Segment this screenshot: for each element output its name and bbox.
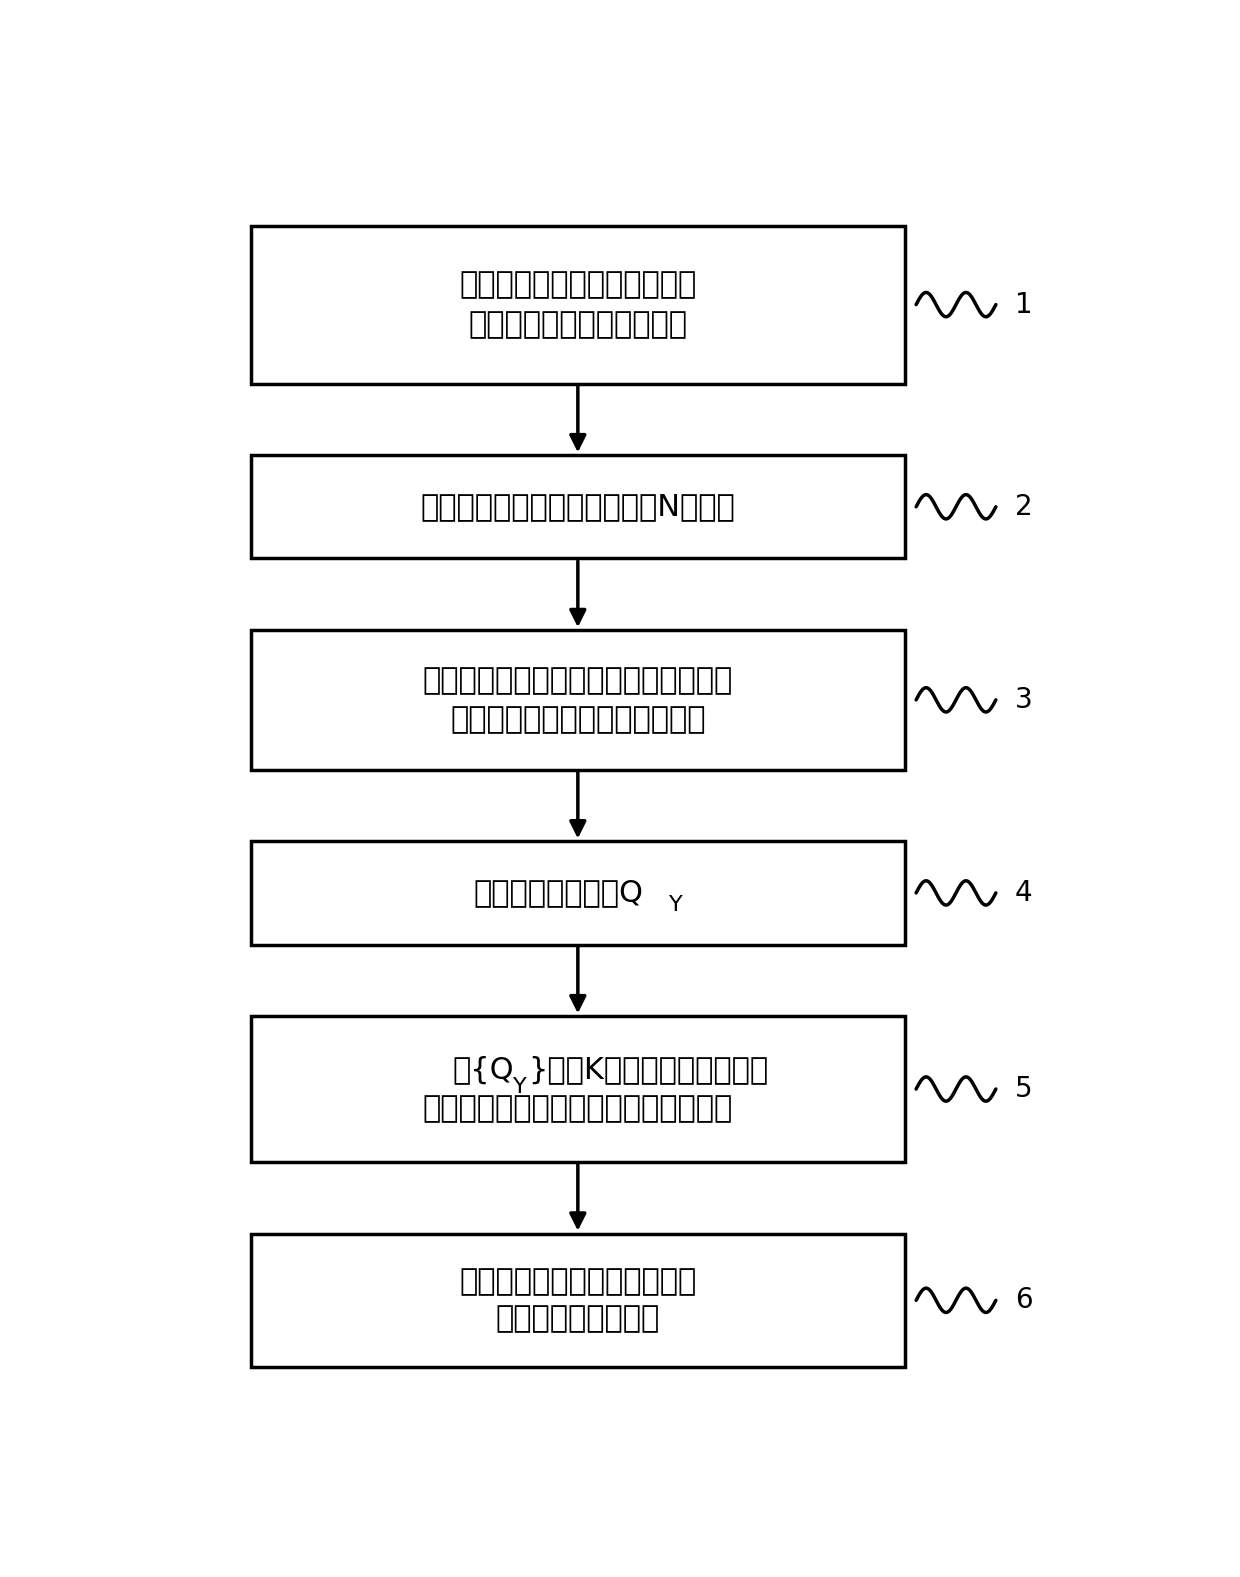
Text: 将传感器网络所在区域等分成N个网格: 将传感器网络所在区域等分成N个网格 <box>420 492 735 522</box>
Bar <box>250 456 904 558</box>
Text: 位节点建立邻居锚节点链表: 位节点建立邻居锚节点链表 <box>469 309 687 339</box>
Text: 计算定位辅助点的Q: 计算定位辅助点的Q <box>474 878 644 907</box>
Text: 每个网格的隶属度并按降序排列: 每个网格的隶属度并按降序排列 <box>450 705 706 733</box>
Text: 5: 5 <box>1016 1076 1033 1102</box>
Text: 2: 2 <box>1016 492 1033 520</box>
Text: 用网格模糊定位方法计算待定位节点对: 用网格模糊定位方法计算待定位节点对 <box>423 665 733 695</box>
Text: 采用聚类的方法，获得待定位: 采用聚类的方法，获得待定位 <box>459 1266 697 1296</box>
Text: 点的质心为待定位节点的粗略估计坐标: 点的质心为待定位节点的粗略估计坐标 <box>423 1094 733 1123</box>
Bar <box>250 226 904 383</box>
Bar <box>250 841 904 945</box>
Text: 1: 1 <box>1016 290 1033 319</box>
Bar <box>250 631 904 770</box>
Text: }中前K项所对应的定位辅助: }中前K项所对应的定位辅助 <box>528 1055 768 1083</box>
Text: 6: 6 <box>1016 1287 1033 1314</box>
Text: 3: 3 <box>1016 686 1033 714</box>
Text: Y: Y <box>512 1077 526 1098</box>
Text: 取{Q: 取{Q <box>453 1055 515 1083</box>
Text: 4: 4 <box>1016 878 1033 907</box>
Bar <box>250 1233 904 1367</box>
Text: 无线传感器网络初始化，待定: 无线传感器网络初始化，待定 <box>459 270 697 300</box>
Bar <box>250 1016 904 1162</box>
Text: 节点的精确估计坐标: 节点的精确估计坐标 <box>496 1304 660 1334</box>
Text: Y: Y <box>670 896 683 915</box>
